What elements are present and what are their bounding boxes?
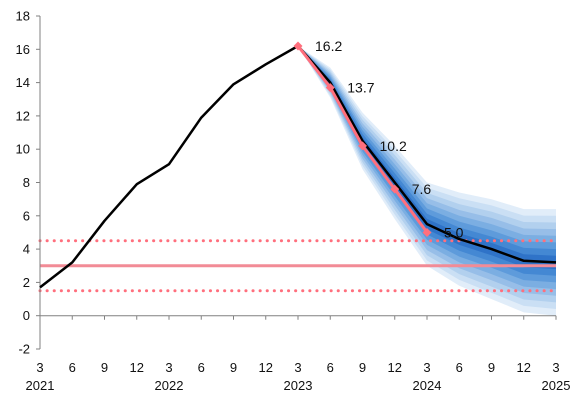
data-label: 10.2: [380, 138, 407, 154]
x-tick-label: 6: [327, 360, 334, 375]
x-tick-label: 3: [294, 360, 301, 375]
y-tick-label: 6: [23, 208, 30, 223]
x-tick-label: 12: [388, 360, 402, 375]
forecast-marker: [390, 184, 400, 194]
y-tick-label: -2: [18, 342, 30, 357]
x-tick-label: 9: [230, 360, 237, 375]
y-tick-label: 2: [23, 275, 30, 290]
year-label: 2022: [155, 378, 184, 393]
data-label: 13.7: [347, 80, 374, 96]
year-label: 2024: [413, 378, 442, 393]
forecast-marker: [422, 227, 432, 237]
x-tick-label: 6: [198, 360, 205, 375]
series-layer: [39, 41, 557, 289]
y-tick-label: 4: [23, 242, 30, 257]
forecast-marker: [358, 141, 367, 151]
y-tick-label: 14: [16, 75, 30, 90]
y-tick-label: 10: [16, 142, 30, 157]
y-tick-label: 12: [16, 108, 30, 123]
data-label: 5.0: [444, 224, 464, 240]
year-label: 2025: [542, 378, 571, 393]
data-label: 7.6: [412, 181, 432, 197]
y-tick-label: 8: [23, 175, 30, 190]
x-tick-label: 3: [165, 360, 172, 375]
x-tick-label: 3: [552, 360, 559, 375]
x-tick-label: 12: [259, 360, 273, 375]
forecast-marker: [325, 83, 335, 93]
x-tick-label: 9: [359, 360, 366, 375]
year-label: 2023: [284, 378, 313, 393]
data-label: 16.2: [315, 38, 342, 54]
fan-band-5: [298, 46, 556, 290]
axes-layer: -2 0 2 4 6 8 10 12 14 16 18 3 6 9 12 3 6 9 12 3 6 9 12 3 6 9 12 3 20…: [16, 9, 571, 394]
x-tick-label: 9: [101, 360, 108, 375]
x-tick-label: 6: [456, 360, 463, 375]
reference-lines-layer: [38, 239, 558, 293]
x-tick-label: 3: [423, 360, 430, 375]
y-tick-label: 18: [16, 9, 30, 24]
year-label: 2021: [26, 378, 55, 393]
x-tick-label: 12: [130, 360, 144, 375]
y-tick-label: 0: [23, 308, 30, 323]
x-tick-label: 3: [36, 360, 43, 375]
forecast-marker: [293, 41, 303, 51]
x-tick-label: 6: [69, 360, 76, 375]
x-tick-label: 12: [517, 360, 531, 375]
labels-layer: 16.2 13.7 10.2 7.6 5.0: [315, 38, 464, 240]
y-tick-label: 16: [16, 42, 30, 57]
x-tick-label: 9: [488, 360, 495, 375]
